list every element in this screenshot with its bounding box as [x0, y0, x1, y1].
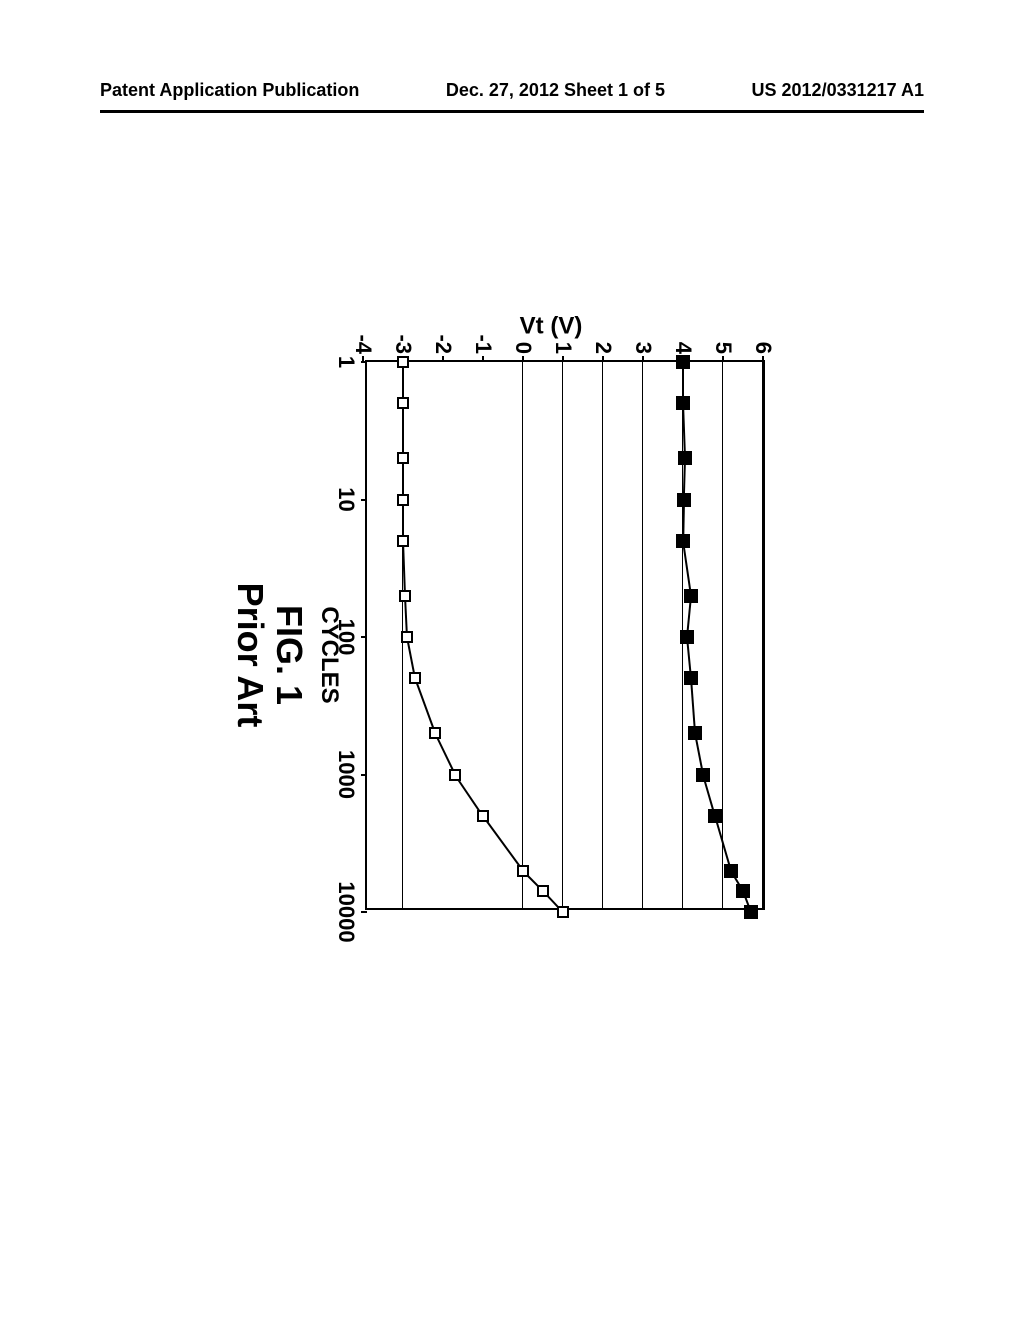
- y-tick-label: 6: [750, 342, 776, 354]
- chart-marker: [744, 905, 758, 919]
- chart-marker: [724, 864, 738, 878]
- y-tick-label: 2: [590, 342, 616, 354]
- chart-marker: [517, 865, 529, 877]
- x-tick-label: 10000: [333, 881, 359, 942]
- y-tick-label: 1: [550, 342, 576, 354]
- x-tick: [361, 774, 367, 776]
- y-tick: [482, 356, 484, 362]
- chart-marker: [429, 727, 441, 739]
- gridline-horizontal: [602, 362, 603, 908]
- x-tick: [361, 361, 367, 363]
- chart-line-segment: [482, 815, 524, 871]
- y-tick: [442, 356, 444, 362]
- caption-line1: FIG. 1: [270, 583, 310, 728]
- chart-marker: [684, 671, 698, 685]
- chart-marker: [477, 810, 489, 822]
- chart-marker: [688, 726, 702, 740]
- figure-caption: FIG. 1 Prior Art: [230, 583, 309, 728]
- y-tick-label: -4: [350, 334, 376, 354]
- gridline-horizontal: [562, 362, 563, 908]
- y-tick-label: 4: [670, 342, 696, 354]
- x-axis-title: CYCLES: [315, 606, 343, 703]
- chart-marker: [537, 885, 549, 897]
- chart-marker: [399, 590, 411, 602]
- chart-line-segment: [690, 678, 696, 733]
- chart-marker: [676, 396, 690, 410]
- gridline-horizontal: [722, 362, 723, 908]
- chart-marker: [557, 906, 569, 918]
- x-tick: [361, 911, 367, 913]
- y-tick-label: -1: [470, 334, 496, 354]
- chart-marker: [397, 535, 409, 547]
- chart-marker: [680, 630, 694, 644]
- y-tick-label: 0: [510, 342, 536, 354]
- header-right: US 2012/0331217 A1: [752, 80, 924, 101]
- y-tick-label: -2: [430, 334, 456, 354]
- chart-marker: [449, 769, 461, 781]
- y-tick: [522, 356, 524, 362]
- x-tick-label: 1000: [333, 750, 359, 799]
- gridline-horizontal: [642, 362, 643, 908]
- y-tick: [762, 356, 764, 362]
- x-tick: [361, 499, 367, 501]
- chart-marker: [696, 768, 710, 782]
- header-left: Patent Application Publication: [100, 80, 359, 101]
- x-tick-label: 10: [333, 487, 359, 511]
- figure-container: Vt (V) 6543210-1-2-3-4110100100010000 CY…: [200, 230, 820, 1080]
- chart-marker: [397, 494, 409, 506]
- chart-marker: [677, 493, 691, 507]
- y-tick-label: 5: [710, 342, 736, 354]
- y-tick: [642, 356, 644, 362]
- chart-marker: [397, 397, 409, 409]
- gridline-horizontal: [762, 362, 763, 908]
- chart-plot-area: 6543210-1-2-3-4110100100010000: [365, 360, 765, 910]
- y-tick-label: 3: [630, 342, 656, 354]
- rotated-figure: Vt (V) 6543210-1-2-3-4110100100010000 CY…: [235, 280, 785, 1030]
- chart-marker: [676, 355, 690, 369]
- chart-marker: [678, 451, 692, 465]
- header-center: Dec. 27, 2012 Sheet 1 of 5: [446, 80, 665, 101]
- chart-marker: [736, 884, 750, 898]
- x-tick-label: 1: [333, 356, 359, 368]
- page-header: Patent Application Publication Dec. 27, …: [0, 80, 1024, 101]
- chart-line-segment: [402, 403, 404, 458]
- chart-marker: [397, 356, 409, 368]
- chart-marker: [409, 672, 421, 684]
- chart-line-segment: [682, 541, 692, 596]
- chart-marker: [676, 534, 690, 548]
- header-rule: [100, 110, 924, 113]
- y-tick: [722, 356, 724, 362]
- chart-marker: [708, 809, 722, 823]
- y-tick-label: -3: [390, 334, 416, 354]
- y-tick: [562, 356, 564, 362]
- y-tick: [602, 356, 604, 362]
- gridline-horizontal: [522, 362, 523, 908]
- chart-marker: [401, 631, 413, 643]
- x-tick: [361, 636, 367, 638]
- y-axis-title: Vt (V): [520, 312, 583, 340]
- chart-marker: [397, 452, 409, 464]
- chart-line-segment: [414, 678, 436, 733]
- caption-line2: Prior Art: [230, 583, 270, 728]
- chart-marker: [684, 589, 698, 603]
